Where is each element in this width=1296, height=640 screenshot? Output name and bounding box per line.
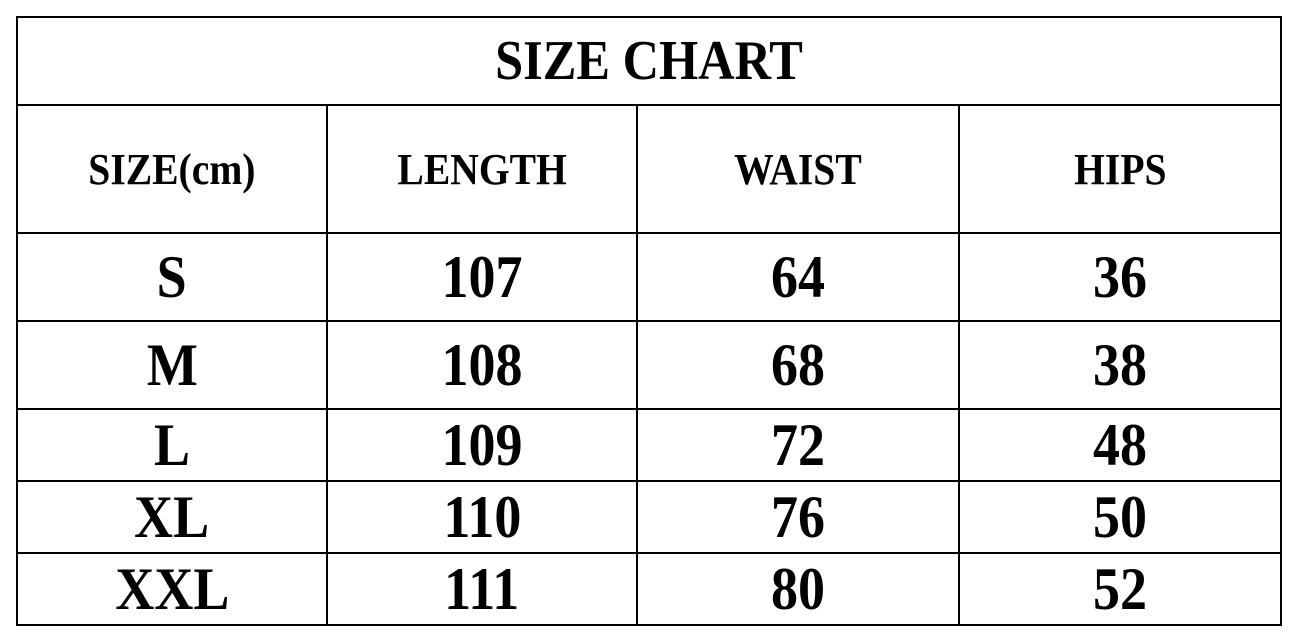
header-row: SIZE(cm) LENGTH WAIST HIPS (16, 104, 1283, 234)
chart-title: SIZE CHART (15, 16, 1283, 106)
cell-text: 52 (1093, 555, 1148, 622)
cell-text: 64 (771, 243, 825, 310)
chart-title-text: SIZE CHART (495, 30, 803, 92)
cell-text: 38 (1093, 331, 1148, 398)
header-waist: WAIST (636, 104, 960, 234)
header-hips-text: HIPS (1073, 144, 1167, 194)
cell-text: 110 (442, 483, 522, 550)
header-hips: HIPS (957, 104, 1283, 234)
header-size: SIZE(cm) (16, 104, 328, 234)
cell-text: 48 (1093, 411, 1148, 478)
cell-hips: 36 (957, 232, 1283, 322)
header-length: LENGTH (326, 104, 638, 234)
cell-length: 111 (326, 552, 638, 626)
table-row: M 108 68 38 (16, 320, 1283, 410)
cell-waist: 68 (636, 320, 960, 410)
cell-size: L (16, 408, 328, 482)
cell-waist: 72 (636, 408, 960, 482)
cell-length: 109 (326, 408, 638, 482)
header-waist-text: WAIST (734, 144, 862, 194)
cell-waist: 80 (636, 552, 960, 626)
cell-waist: 64 (636, 232, 960, 322)
cell-text: 107 (441, 243, 523, 310)
cell-size: M (16, 320, 328, 410)
cell-length: 107 (326, 232, 638, 322)
cell-text: 50 (1093, 483, 1148, 550)
cell-text: 109 (441, 411, 523, 478)
cell-text: M (146, 331, 198, 398)
cell-text: 108 (441, 331, 523, 398)
cell-text: XL (134, 483, 210, 550)
size-chart-table: SIZE CHART SIZE(cm) LENGTH WAIST HIPS S … (15, 16, 1283, 626)
cell-size: XXL (16, 552, 328, 626)
cell-size: XL (16, 480, 328, 554)
cell-text: 76 (771, 483, 825, 550)
cell-length: 110 (326, 480, 638, 554)
cell-text: L (153, 411, 191, 478)
table-row: L 109 72 48 (16, 408, 1283, 482)
cell-text: 111 (444, 555, 520, 622)
cell-text: XXL (114, 555, 230, 622)
header-size-text: SIZE(cm) (88, 144, 256, 194)
cell-hips: 38 (957, 320, 1283, 410)
title-row: SIZE CHART (15, 16, 1283, 106)
cell-text: 80 (771, 555, 825, 622)
cell-waist: 76 (636, 480, 960, 554)
table-row: S 107 64 36 (16, 232, 1283, 322)
cell-size: S (16, 232, 328, 322)
table-row: XXL 111 80 52 (16, 552, 1283, 626)
cell-text: S (156, 243, 188, 310)
cell-text: 36 (1093, 243, 1148, 310)
cell-hips: 48 (957, 408, 1283, 482)
cell-hips: 52 (957, 552, 1283, 626)
table-row: XL 110 76 50 (16, 480, 1283, 554)
cell-text: 68 (771, 331, 825, 398)
cell-hips: 50 (957, 480, 1283, 554)
cell-length: 108 (326, 320, 638, 410)
header-length-text: LENGTH (397, 144, 567, 194)
cell-text: 72 (771, 411, 825, 478)
